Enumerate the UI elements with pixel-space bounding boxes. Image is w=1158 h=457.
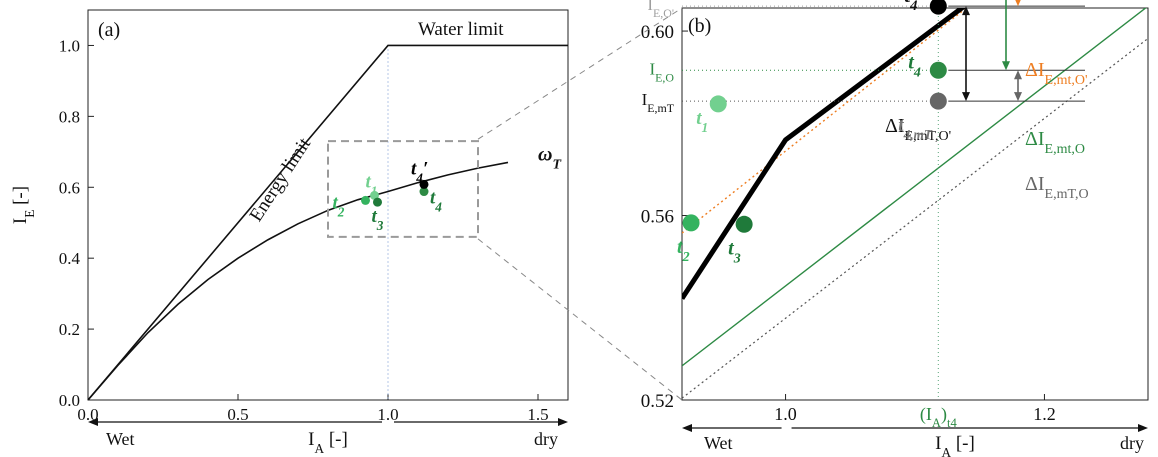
y-marker-IEmT: IE,mT — [642, 90, 675, 115]
direction-wet-b: Wet — [704, 433, 733, 453]
point-t2 — [682, 214, 700, 232]
x-tick-special: (IA)t4 — [920, 404, 958, 430]
x-tick-label: 1.5 — [527, 405, 548, 424]
y-tick-label: 0.8 — [59, 107, 80, 126]
dry-arrow-head-b — [1138, 424, 1148, 432]
point-label-t3: t3 — [372, 206, 384, 233]
direction-dry-b: dry — [1120, 433, 1144, 453]
point-t3 — [735, 215, 753, 233]
y-tick-label: 0.56 — [641, 207, 674, 228]
y-marker-IEO2: IE,O' — [647, 0, 674, 20]
point-t3 — [373, 197, 382, 207]
x-tick-label: 0.5 — [227, 405, 248, 424]
green-line — [682, 8, 1147, 367]
omega-label: ωT — [538, 144, 562, 173]
point-t4p — [419, 179, 429, 189]
delta-mt-O2: ΔIE,mt,O' — [1025, 59, 1088, 88]
black-curve — [682, 8, 967, 300]
y-tick-label: 0.4 — [59, 249, 81, 268]
point-label-t1: t1 — [696, 108, 708, 135]
arrow-mT-O2-head-bottom — [962, 92, 970, 102]
point-t1 — [709, 95, 727, 113]
y-axis-label-a: IE [-] — [10, 186, 37, 224]
point-label-t4: t4 — [430, 188, 442, 215]
point-label-t1: t1 — [366, 171, 378, 198]
delta-mT-O: ΔIE,mT,O — [1025, 173, 1089, 202]
omega-curve — [87, 161, 509, 401]
panel-label-b: (b) — [688, 15, 711, 37]
point-t1 — [370, 190, 379, 200]
arrow-mt-O2-head-bottom — [1015, 0, 1021, 7]
y-marker-IEO: IE,O — [650, 59, 675, 84]
y-tick-label: 0.60 — [641, 22, 674, 43]
connector-top — [477, 7, 683, 140]
series-group — [682, 8, 1148, 399]
limit-line — [87, 44, 568, 401]
point-label-t4: t4 — [908, 51, 921, 80]
gray-dotted-line — [682, 37, 1148, 399]
water-limit-label: Water limit — [418, 19, 504, 40]
delta-mT-O2: ΔIE,mT,O' — [885, 115, 951, 144]
arrow-mT-O-head-bottom — [1014, 92, 1022, 102]
plot-frame-b — [681, 7, 1149, 401]
point-t4p — [929, 0, 947, 15]
x-axis-label-a: IA [-] — [308, 429, 348, 456]
wet-arrow-head-b — [682, 424, 692, 432]
y-tick-label: 0.6 — [59, 178, 80, 197]
point-t4 — [419, 187, 429, 197]
y-tick-label: 0.2 — [59, 320, 80, 339]
panel-b: 0.520.560.601.01.2(IA)t4IE,mtIE,O'IE,OIE… — [641, 0, 1149, 457]
y-tick-label: 0.52 — [641, 391, 674, 412]
panel-label-a: (a) — [98, 19, 120, 41]
x-tick-label: 1.0 — [774, 404, 797, 424]
plot-frame-a — [87, 9, 569, 401]
zoom-connectors — [477, 7, 683, 401]
connector-bottom — [477, 238, 683, 401]
x-tick-label: 1.0 — [377, 405, 398, 424]
panel-a: 0.0 0.2 0.4 0.6 0.8 1.0 0.0 0.5 1.0 1.5 t1 t2 t3 t4t4… — [10, 9, 569, 456]
direction-dry-a: dry — [534, 429, 558, 449]
point-label-t3: t3 — [728, 237, 741, 265]
arrow-mt-O-head-bottom — [1002, 61, 1010, 71]
point-t4 — [929, 61, 947, 79]
point-label-t2: t2 — [677, 236, 690, 265]
energy-limit-label: Energy limit — [246, 134, 316, 226]
wet-arrow-head — [88, 418, 98, 426]
point-t4mT — [929, 92, 947, 110]
point-label-t4p: t4′ — [411, 158, 428, 185]
dry-arrow-head — [558, 418, 568, 426]
x-axis-label-b: IA [-] — [935, 433, 975, 457]
x-tick-label: 1.2 — [1033, 404, 1056, 424]
delta-mt-O: ΔIE,mt,O — [1025, 128, 1085, 157]
y-tick-label: 1.0 — [59, 36, 80, 55]
arrow-mT-O2-head-top — [962, 6, 970, 16]
point-label-t2: t2 — [333, 192, 345, 219]
point-label-t4mT: t4,mT — [898, 115, 933, 142]
zoom-box — [327, 140, 479, 238]
direction-wet-a: Wet — [106, 429, 135, 449]
x-tick-label: 0.0 — [77, 405, 98, 424]
y-tick-label: 0.0 — [59, 391, 80, 410]
arrow-mT-O-head-top — [1014, 70, 1022, 80]
point-label-t4p: t4′ — [904, 0, 923, 14]
point-t2 — [361, 195, 370, 205]
